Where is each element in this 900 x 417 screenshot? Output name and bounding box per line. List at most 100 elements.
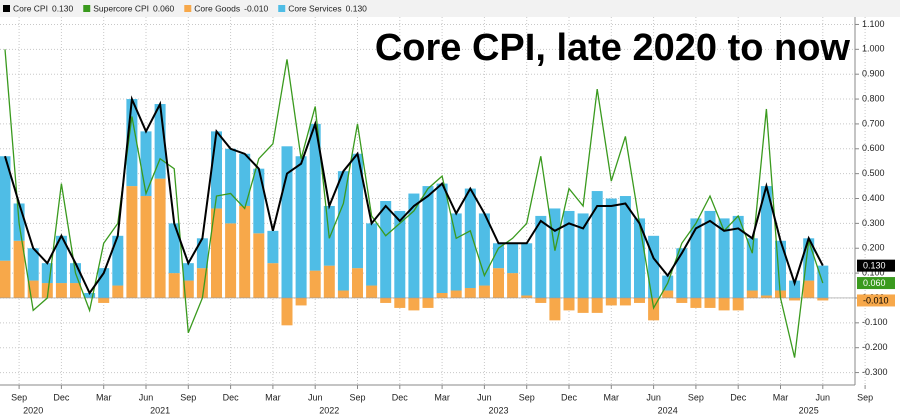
bar: [13, 240, 25, 298]
legend-label: Core CPI: [13, 3, 48, 13]
bar: [239, 153, 251, 206]
y-tick-label: 0.800: [862, 93, 885, 103]
y-tick-label: 0.300: [862, 218, 885, 228]
year-label: 2024: [658, 405, 678, 415]
bar: [507, 273, 519, 298]
bar: [591, 297, 603, 313]
bar: [775, 240, 786, 291]
bar: [182, 263, 194, 281]
bar: [704, 297, 716, 308]
y-tick-label: 0.400: [862, 193, 885, 203]
bar: [352, 153, 363, 269]
bar: [140, 196, 152, 298]
bar: [225, 223, 237, 298]
y-tick-label: 1.100: [862, 19, 885, 29]
bar: [507, 243, 519, 274]
bar: [267, 230, 279, 264]
x-tick-label: Sep: [688, 392, 704, 402]
bar: [789, 297, 801, 301]
bar: [41, 263, 53, 284]
last-value-bg: [857, 259, 895, 272]
last-value-box: 0.060: [857, 277, 895, 290]
bar: [732, 297, 744, 311]
bar: [704, 210, 716, 298]
bar: [253, 233, 265, 298]
bar: [380, 297, 392, 303]
legend-swatch: [184, 5, 192, 12]
bar: [493, 268, 504, 298]
bar: [253, 168, 265, 234]
x-tick-label: Mar: [265, 392, 281, 402]
bar: [366, 285, 378, 298]
legend-label: Supercore CPI: [93, 3, 149, 13]
bar: [690, 218, 702, 298]
bar: [211, 131, 222, 209]
bar: [817, 297, 829, 301]
bar: [281, 146, 293, 298]
legend-bar: [0, 0, 900, 17]
bar: [196, 238, 208, 269]
bar: [577, 297, 589, 313]
x-tick-label: Jun: [308, 392, 323, 402]
legend-swatch: [3, 5, 10, 12]
bar: [634, 297, 645, 303]
bar: [408, 193, 420, 298]
bar: [577, 213, 589, 298]
bar: [0, 260, 11, 298]
chart-title: Core CPI, late 2020 to now: [375, 27, 851, 69]
bar: [718, 297, 730, 311]
bar: [281, 297, 293, 326]
bar: [464, 288, 476, 298]
line: [4, 95, 824, 295]
legend-value: -0.010: [244, 3, 268, 13]
x-tick-label: Sep: [180, 392, 196, 402]
bar: [521, 243, 533, 296]
bar: [168, 273, 180, 298]
bar: [746, 290, 758, 298]
bar: [196, 268, 208, 298]
x-tick-label: Jun: [816, 392, 831, 402]
x-tick-label: Dec: [392, 392, 409, 402]
year-label: 2021: [150, 405, 170, 415]
bar: [662, 290, 674, 298]
bar: [676, 297, 688, 303]
last-value-bg: [857, 277, 895, 290]
y-tick-label: -0.200: [862, 342, 888, 352]
y-tick-label: 0.900: [862, 69, 885, 79]
bar: [591, 191, 603, 298]
bar: [563, 210, 575, 298]
x-tick-label: Dec: [53, 392, 70, 402]
bar: [154, 104, 166, 179]
bar: [70, 283, 81, 298]
x-tick-label: Dec: [561, 392, 578, 402]
bar: [563, 297, 575, 311]
bar: [549, 297, 561, 321]
year-label: 2023: [488, 405, 508, 415]
x-tick-label: Sep: [11, 392, 27, 402]
bar: [619, 297, 631, 306]
bar: [789, 280, 801, 298]
bar: [126, 99, 138, 187]
last-value-box: -0.010: [857, 294, 895, 307]
bar: [352, 268, 363, 298]
bar: [648, 235, 660, 298]
x-tick-label: Mar: [96, 392, 112, 402]
legend-label: Core Services: [288, 3, 341, 13]
year-label: 2025: [799, 405, 819, 415]
bar: [337, 171, 349, 291]
bar: [493, 243, 504, 269]
x-tick-label: Jun: [477, 392, 492, 402]
bar: [323, 265, 335, 298]
bar: [380, 201, 392, 298]
bar: [676, 248, 688, 298]
bar: [436, 183, 448, 293]
bar: [27, 248, 39, 281]
x-tick-label: Jun: [139, 392, 154, 402]
legend-value: 0.130: [346, 3, 368, 13]
legend: Core CPI 0.130 Supercore CPI 0.060 Core Good…: [3, 3, 367, 13]
bar: [619, 196, 631, 298]
y-tick-label: 0.200: [862, 243, 885, 253]
last-value-label: 0.130: [863, 261, 886, 271]
x-tick-label: Mar: [434, 392, 450, 402]
